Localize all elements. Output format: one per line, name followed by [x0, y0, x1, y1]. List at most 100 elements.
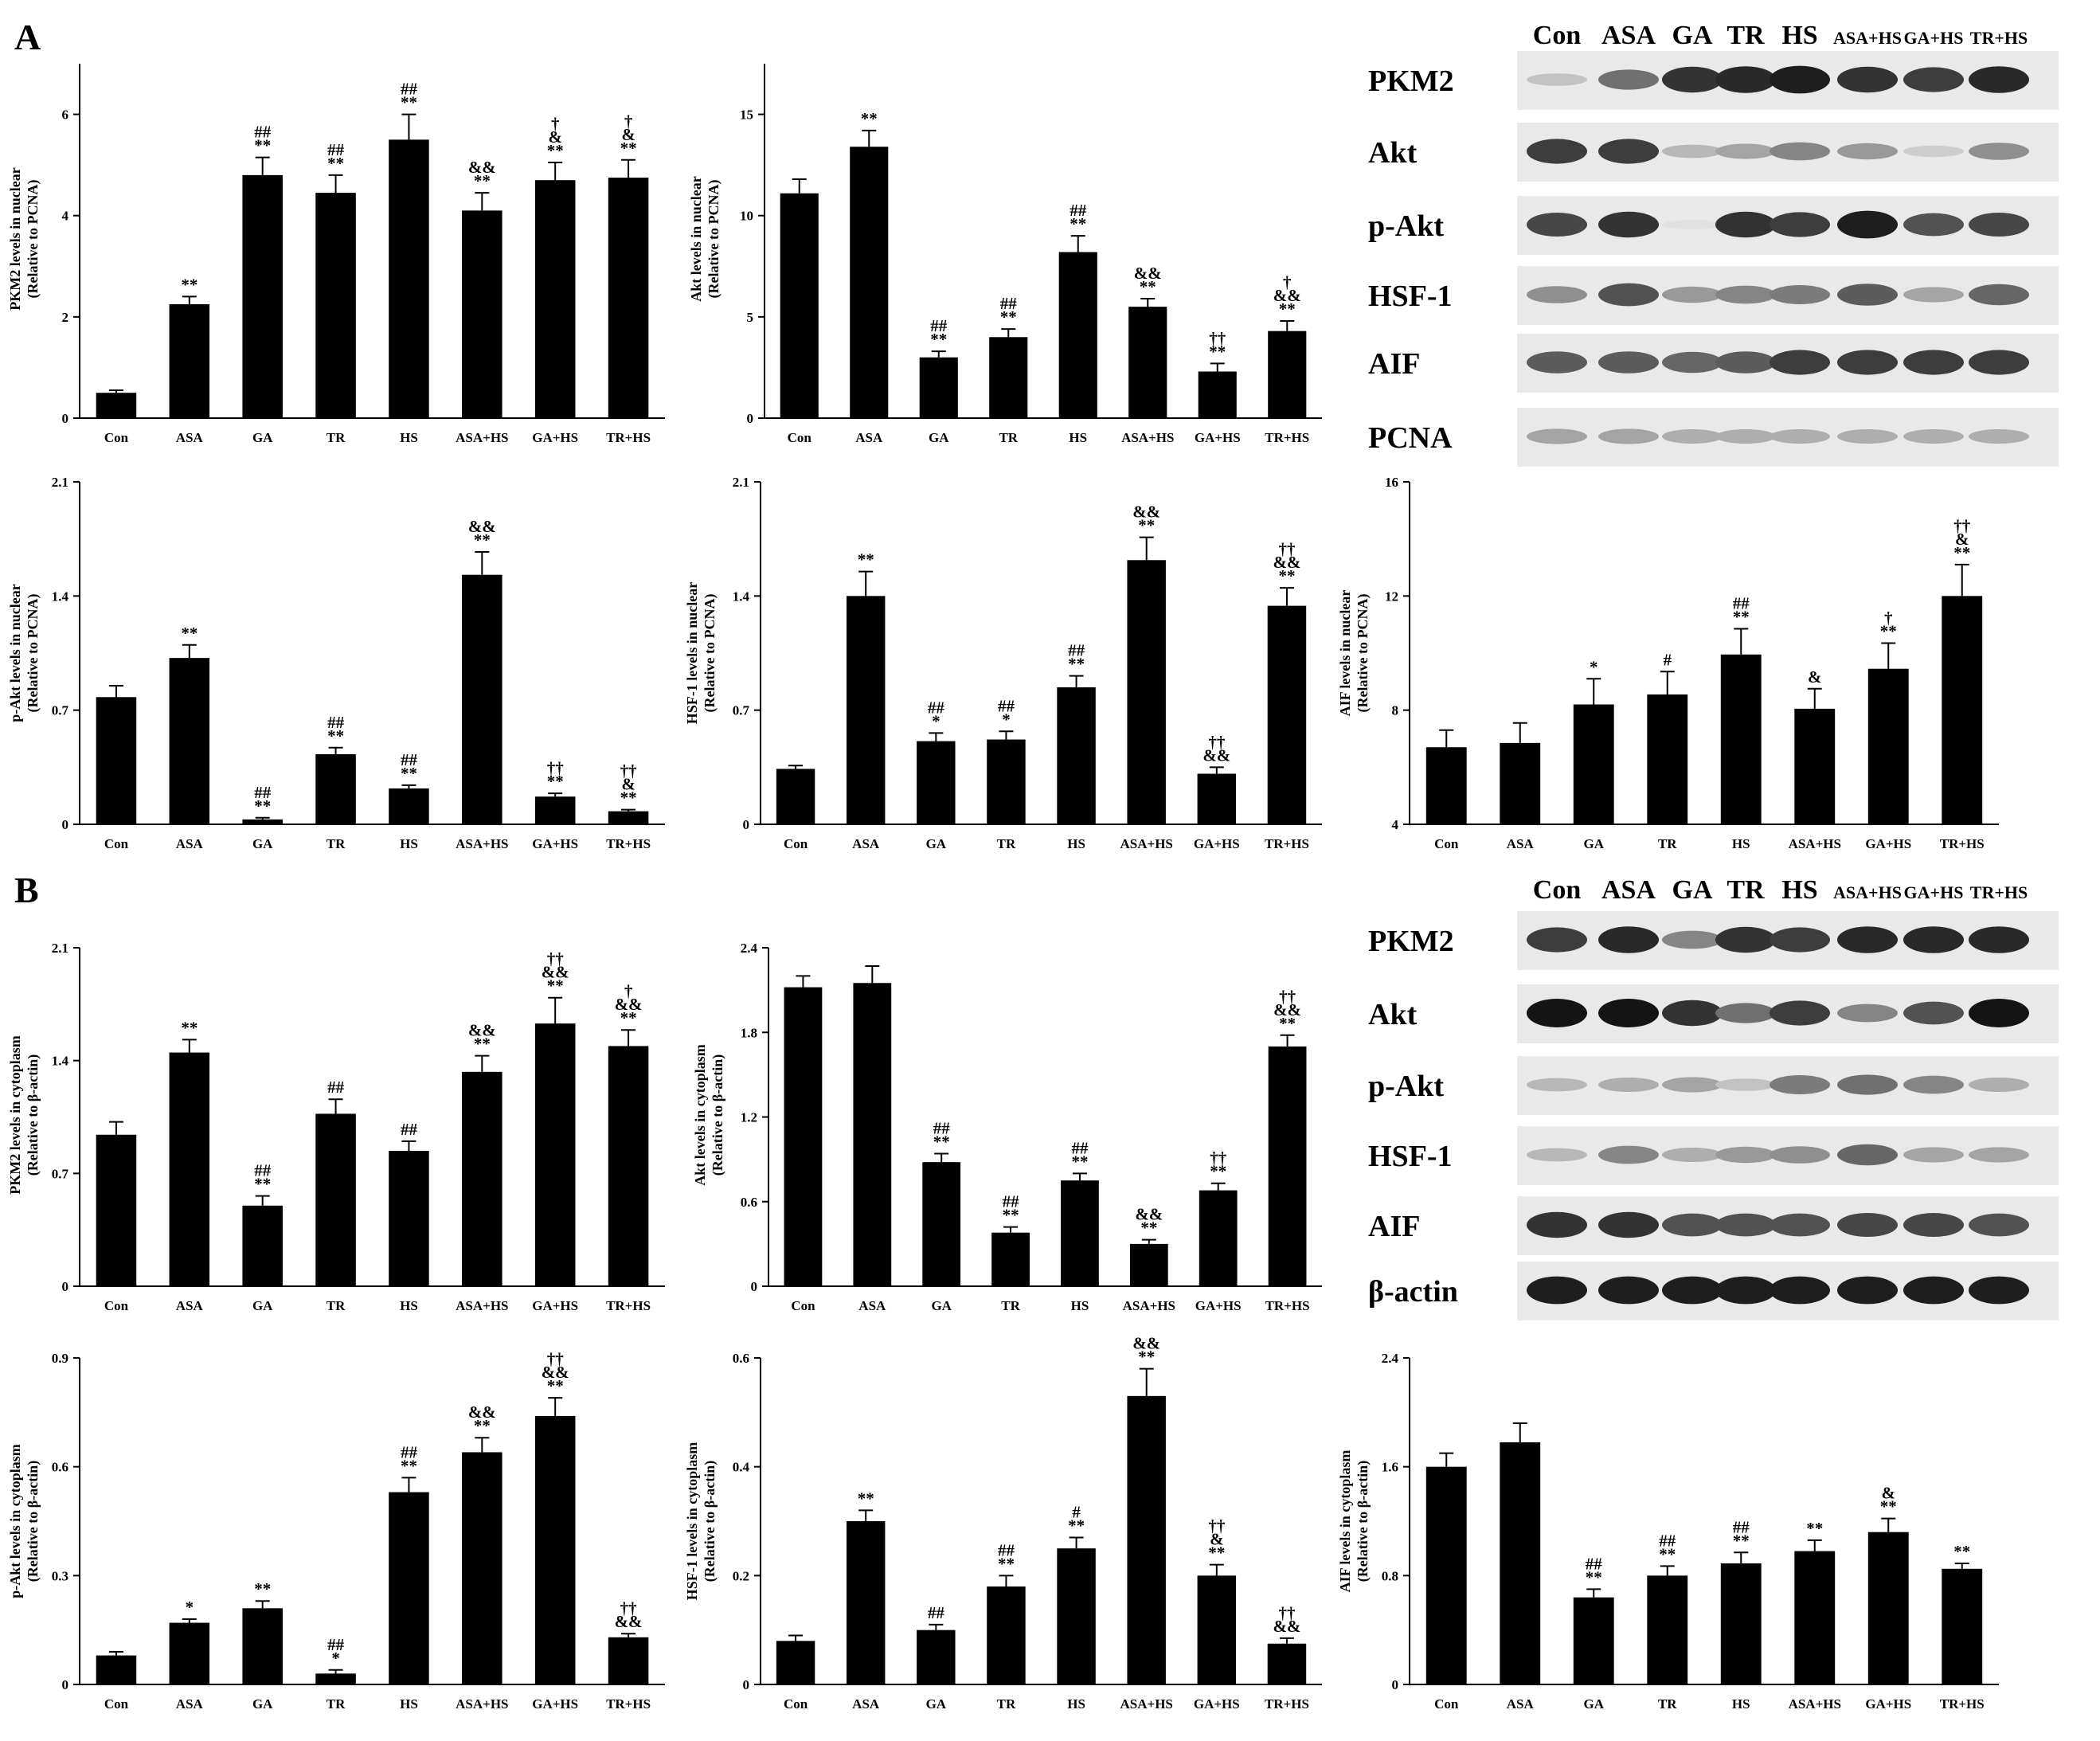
- bar: [1942, 1568, 1983, 1684]
- significance-mark: ††: [1209, 328, 1226, 347]
- x-tick-label: GA+HS: [532, 1696, 578, 1712]
- blot-band: [1598, 926, 1659, 953]
- chart-6: 0 0.7 1.4 2.1 PKM2 levels in cytoplasm (Relat…: [7, 941, 665, 1313]
- protein-label: HSF-1: [1368, 1140, 1453, 1173]
- protein-label: p-Akt: [1368, 209, 1444, 243]
- blot-band: [1662, 930, 1723, 949]
- blot-band: [1527, 927, 1587, 953]
- significance-mark: &: [1210, 1530, 1224, 1549]
- bar: [462, 1452, 503, 1684]
- bar: [534, 1415, 576, 1684]
- bar: [242, 1608, 283, 1684]
- y-axis-label: Akt levels in cytoplasm (Relative to β-ac…: [692, 1044, 726, 1186]
- chart-1: 0 2 4 6 PKM2 levels in nuclear (Relative to P…: [7, 64, 665, 445]
- bar: [462, 574, 503, 824]
- x-tick-label: ASA: [176, 1298, 204, 1313]
- significance-mark: **: [254, 796, 271, 816]
- blot-band: [1770, 142, 1830, 161]
- bar: [1500, 742, 1541, 824]
- significance-mark: **: [998, 1554, 1015, 1573]
- chart-4: 0 0.7 1.4 2.1 HSF-1 levels in nuclear (Relati…: [684, 475, 1322, 851]
- lane-label: TR: [1727, 875, 1765, 905]
- y-axis-label: HSF-1 levels in cytoplasm (Relative to β-…: [684, 1442, 718, 1601]
- protein-label: p-Akt: [1368, 1070, 1444, 1103]
- protein-label: PKM2: [1368, 925, 1454, 958]
- y-tick-label: 5: [747, 310, 754, 325]
- blot-band: [1662, 1276, 1723, 1305]
- x-tick-label: GA: [252, 1298, 273, 1313]
- y-tick-label: 0: [743, 817, 750, 832]
- x-tick-label: TR: [327, 430, 346, 445]
- significance-mark: ##: [1071, 1138, 1089, 1157]
- x-tick-label: ASA: [176, 836, 204, 851]
- blot-band: [1715, 926, 1776, 953]
- significance-mark: **: [1806, 1519, 1823, 1538]
- significance-mark: &&: [542, 1363, 569, 1382]
- x-tick-label: Con: [791, 1298, 815, 1313]
- y-tick-label: 10: [740, 209, 753, 224]
- bar: [1061, 1180, 1099, 1286]
- significance-mark: **: [474, 1416, 491, 1435]
- blot-band: [1969, 1276, 2029, 1305]
- x-tick-label: TR+HS: [606, 430, 651, 445]
- lane-label: TR+HS: [1970, 882, 2028, 902]
- chart-7: 0 0.6 1.2 1.8 2.4 Akt levels in cytoplasm (Rel…: [692, 941, 1322, 1313]
- blot-band: [1598, 283, 1659, 307]
- significance-mark: **: [1733, 608, 1750, 627]
- x-tick-label: GA: [1584, 1696, 1605, 1712]
- blot-band: [1837, 143, 1898, 160]
- significance-mark: **: [1209, 342, 1226, 361]
- x-tick-label: ASA+HS: [1121, 430, 1174, 445]
- x-tick-label: ASA: [176, 430, 204, 445]
- bar: [991, 1232, 1030, 1286]
- blot-band: [1662, 429, 1723, 444]
- significance-mark: ##: [254, 123, 272, 142]
- blot-band: [1969, 350, 2029, 375]
- significance-mark: ††: [1208, 1516, 1225, 1536]
- bar: [1573, 704, 1614, 824]
- significance-mark: **: [1210, 1162, 1226, 1181]
- x-tick-label: TR+HS: [1265, 430, 1309, 445]
- x-tick-label: Con: [104, 836, 129, 851]
- x-tick-label: TR: [327, 836, 346, 851]
- y-tick-label: 6: [62, 108, 69, 123]
- significance-mark: #: [1072, 1503, 1081, 1522]
- y-axis-label: HSF-1 levels in nuclear (Relative to PCNA…: [684, 582, 718, 725]
- x-tick-label: HS: [1067, 836, 1085, 851]
- bar: [1199, 1190, 1238, 1286]
- x-tick-label: ASA+HS: [456, 836, 508, 851]
- y-axis-label: AIF levels in cytoplasm (Relative to β-ac…: [1337, 1450, 1371, 1593]
- blot-band: [1527, 286, 1587, 303]
- bar: [1128, 307, 1167, 418]
- bar: [917, 1629, 956, 1684]
- bar: [462, 210, 503, 418]
- significance-mark: &&: [615, 995, 643, 1014]
- bar: [780, 193, 819, 418]
- x-tick-label: ASA: [855, 430, 883, 445]
- y-tick-label: 1.4: [733, 589, 750, 604]
- blot-band: [1837, 1213, 1898, 1237]
- significance-mark: †: [624, 112, 633, 131]
- blot-band: [1969, 1213, 2029, 1237]
- significance-mark: ††: [547, 949, 564, 968]
- x-tick-label: Con: [104, 430, 129, 445]
- significance-mark: **: [1138, 1348, 1155, 1367]
- bar: [846, 596, 886, 824]
- significance-mark: *: [186, 1598, 194, 1617]
- y-tick-label: 0: [62, 1677, 69, 1692]
- bar: [389, 1492, 429, 1684]
- x-tick-label: TR: [327, 1696, 346, 1712]
- bar: [1867, 1532, 1909, 1684]
- bar: [917, 741, 956, 824]
- significance-mark: **: [401, 93, 417, 112]
- blot-band: [1662, 1077, 1723, 1093]
- bar: [1425, 747, 1467, 824]
- significance-mark: &: [621, 775, 635, 794]
- y-tick-label: 12: [1385, 589, 1398, 604]
- significance-mark: **: [401, 764, 417, 783]
- chart-8: 0 0.3 0.6 0.9 p-Akt levels in cytoplasm (Rela…: [7, 1349, 665, 1712]
- blot-band: [1527, 1211, 1587, 1238]
- significance-mark: ††: [1279, 987, 1296, 1006]
- bar: [534, 1023, 576, 1286]
- y-axis-label: Akt levels in nuclear (Relative to PCNA): [688, 176, 722, 302]
